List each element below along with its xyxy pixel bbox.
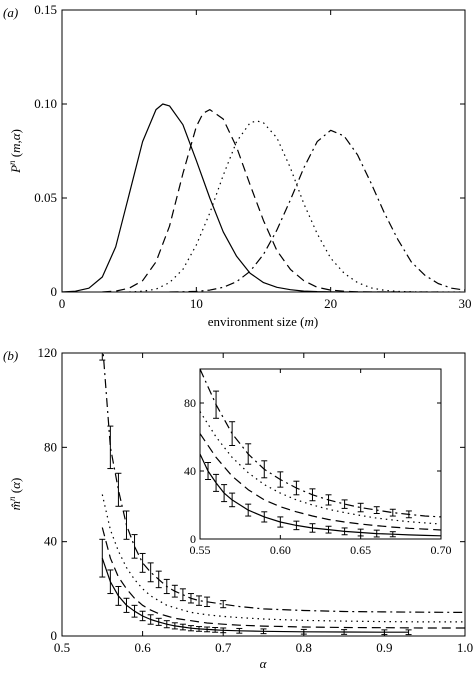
- inset-series: [200, 369, 441, 538]
- panel-b-series-dashed-line: [101, 527, 465, 629]
- panel-a-y-axis-label: Pn (m,α): [7, 129, 23, 174]
- panel-b-x-axis-label: α: [260, 656, 268, 671]
- panel-b-series-solid-line: [101, 558, 409, 633]
- panel-a-series-dashed-line: [102, 108, 439, 292]
- panel-b-x-tick-label: 0.6: [134, 640, 151, 655]
- panel-a-x-tick-label: 10: [190, 296, 203, 311]
- inset-x-tick-label: 0.70: [431, 543, 452, 557]
- inset-frame: [199, 368, 442, 540]
- inset-y-tick-label: 40: [184, 464, 196, 478]
- panel-a: (a) 0 10 20 30 0 0.05 0.10 0.15 environment siz…: [3, 2, 472, 329]
- panel-b-series: [99, 353, 465, 636]
- inset-x-tick-label: 0.60: [270, 543, 291, 557]
- panel-b-y-tick-label: 40: [44, 534, 57, 549]
- inset-plot-area: [200, 369, 441, 538]
- inset-y-tick-label: 80: [184, 396, 196, 410]
- panel-b-y-tick-label: 120: [38, 345, 58, 360]
- inset-y-tick-label: 0: [190, 532, 196, 546]
- panel-a-x-tick-label: 30: [459, 296, 472, 311]
- panel-a-series-solid-line: [62, 103, 398, 292]
- panel-a-y-tick-label: 0: [51, 284, 58, 299]
- panel-b-inset: 0.55 0.60 0.65 0.70 0 40 80: [184, 368, 452, 557]
- panel-b-x-tick-label: 0.7: [215, 640, 232, 655]
- inset-series-solid-line: [200, 453, 441, 537]
- panel-a-y-tick-label: 0.15: [34, 2, 57, 17]
- panel-b-frame: [61, 352, 466, 637]
- panel-b-x-tick-label: 0.8: [296, 640, 312, 655]
- panel-b-x-tick-label: 0.9: [376, 640, 392, 655]
- panel-a-y-tick-label: 0.05: [34, 190, 57, 205]
- panel-b-x-tick-label: 0.5: [54, 640, 70, 655]
- inset-tick-labels: 0.55 0.60 0.65 0.70 0 40 80: [184, 396, 452, 557]
- inset-x-tick-label: 0.65: [350, 543, 371, 557]
- panel-a-x-tick-label: 20: [324, 296, 337, 311]
- inset-series-dotted-line: [200, 411, 441, 525]
- panel-b-label: (b): [3, 348, 18, 363]
- panel-b-series-dotted-line: [101, 494, 465, 623]
- panel-a-frame: [61, 9, 466, 293]
- panel-b-series-dash-dot-line: [102, 353, 465, 614]
- panel-b-plot-area: [99, 353, 465, 636]
- panel-a-plot-area: [62, 103, 465, 292]
- panel-b-tick-labels: 0.5 0.6 0.7 0.8 0.9 1.0 0 40 80 120: [38, 345, 474, 655]
- panel-a-y-tick-label: 0.10: [34, 96, 57, 111]
- panel-a-label: (a): [3, 5, 18, 20]
- panel-b-x-tick-label: 1.0: [457, 640, 473, 655]
- inset-x-tick-label: 0.55: [190, 543, 211, 557]
- panel-b-y-axis-label: m̂n (α): [7, 478, 23, 511]
- inset-series-dashed-line: [200, 433, 441, 531]
- panel-b: (b) 0.5 0.6 0.7 0.8 0.9 1.0 0 40 80 120 α m̂n (α)…: [3, 345, 474, 671]
- panel-b-y-tick-label: 80: [44, 439, 57, 454]
- panel-a-x-tick-label: 0: [59, 296, 66, 311]
- panel-a-tick-labels: 0 10 20 30 0 0.05 0.10 0.15: [34, 2, 471, 311]
- panel-a-series-dash-dot-line: [169, 129, 465, 292]
- panel-a-x-axis-label: environment size (m): [208, 314, 318, 329]
- panel-b-y-tick-label: 0: [51, 628, 58, 643]
- panel-a-series-dotted-line: [129, 120, 465, 292]
- panel-a-series: [62, 103, 465, 292]
